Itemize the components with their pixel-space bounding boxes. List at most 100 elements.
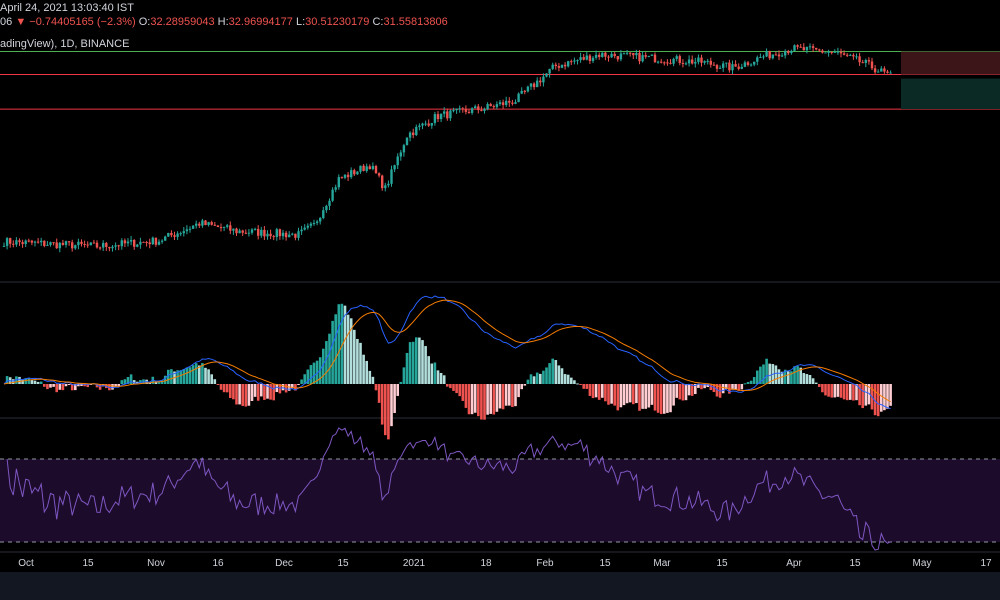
macd-histogram-bar [873, 384, 877, 416]
candle-body [560, 64, 564, 68]
candle-body [334, 187, 337, 190]
candle-body [576, 60, 579, 62]
candle-body [886, 71, 889, 73]
candle-body [743, 62, 747, 67]
candle-body [58, 242, 61, 249]
candle-body [619, 53, 623, 60]
candle-body [83, 243, 86, 245]
macd-histogram-bar [712, 384, 716, 393]
macd-line [3, 295, 891, 409]
candle-body [346, 174, 350, 178]
symbol-source: adingView), 1D, BINANCE [0, 38, 130, 50]
macd-histogram-bar [402, 367, 406, 384]
candle-body [480, 110, 483, 112]
candle-body [749, 64, 753, 66]
candle-body [616, 56, 619, 60]
macd-histogram-bar [294, 384, 297, 391]
candle-body [700, 57, 703, 63]
macd-histogram-bar [715, 384, 719, 397]
candle-body [694, 61, 697, 64]
candle-body [660, 61, 663, 63]
candle-body [557, 66, 561, 68]
candle-body [12, 243, 15, 245]
macd-histogram-bar [576, 383, 579, 385]
macd-histogram-bar [95, 384, 99, 388]
macd-histogram-bar [70, 384, 74, 391]
candle-body [545, 73, 548, 77]
candle-body [827, 51, 830, 53]
candle-body [154, 237, 158, 245]
candle-body [350, 170, 353, 178]
macd-histogram-bar [839, 384, 843, 398]
macd-histogram-bar [483, 384, 486, 420]
candle-body [77, 241, 80, 246]
macd-histogram-bar [269, 384, 272, 400]
macd-histogram-bar [399, 381, 403, 384]
macd-histogram-bar [622, 384, 626, 406]
candle-body [176, 233, 179, 237]
macd-histogram-bar [446, 384, 449, 387]
macd-histogram-bar [508, 384, 511, 406]
candle-body [275, 229, 278, 237]
candle-body [638, 52, 641, 62]
macd-histogram-bar [560, 368, 564, 384]
macd-histogram-bar [188, 367, 192, 384]
macd-histogram-bar [734, 384, 737, 390]
candle-body [446, 111, 449, 119]
macd-histogram-bar [464, 384, 468, 408]
candle-body [883, 68, 886, 72]
candle-body [501, 102, 505, 105]
macd-histogram-bar [129, 374, 133, 384]
candle-body [824, 52, 827, 54]
candle-body [235, 228, 238, 234]
candle-body [241, 230, 244, 233]
macd-histogram-bar [238, 384, 241, 405]
macd-histogram-bar [632, 384, 635, 405]
candle-body [89, 242, 92, 246]
candle-body [563, 64, 567, 67]
macd-histogram-bar [687, 384, 691, 396]
high-label: H: [217, 16, 229, 28]
macd-histogram-bar [821, 384, 824, 393]
macd-histogram-bar [582, 384, 585, 389]
macd-histogram-bar [768, 363, 771, 384]
candle-body [867, 60, 871, 62]
macd-histogram-bar [836, 384, 840, 397]
candle-body [715, 65, 719, 69]
candle-body [179, 233, 182, 235]
macd-histogram-bar [157, 381, 161, 384]
candle-body [412, 132, 415, 136]
macd-histogram-bar [213, 379, 217, 384]
macd-histogram-bar [573, 380, 576, 384]
macd-histogram-bar [656, 384, 660, 413]
candle-body [222, 226, 226, 228]
candle-body [784, 51, 787, 56]
candle-body [818, 49, 821, 51]
macd-histogram-bar [449, 384, 452, 389]
macd-histogram-bar [545, 367, 548, 384]
candle-body [408, 132, 412, 138]
macd-histogram-bar [384, 384, 387, 436]
macd-histogram-bar [619, 384, 623, 408]
candle-body [148, 242, 151, 245]
x-tick-label: Dec [275, 558, 293, 569]
candle-body [678, 56, 681, 63]
candle-body [424, 123, 427, 125]
candle-body [821, 50, 824, 53]
candle-body [889, 72, 892, 74]
candle-body [579, 57, 582, 61]
candle-body [663, 62, 666, 64]
candle-body [291, 233, 294, 235]
macd-histogram-bar [526, 379, 530, 384]
candle-body [644, 55, 647, 57]
macd-histogram-bar [793, 366, 796, 384]
macd-histogram-bar [393, 384, 396, 413]
macd-histogram-bar [126, 377, 130, 384]
candle-body [880, 68, 883, 72]
candle-body [833, 51, 836, 53]
macd-histogram-bar [520, 384, 523, 390]
macd-histogram-bar [331, 320, 334, 384]
candle-body [297, 231, 300, 238]
macd-histogram-bar [36, 381, 40, 384]
